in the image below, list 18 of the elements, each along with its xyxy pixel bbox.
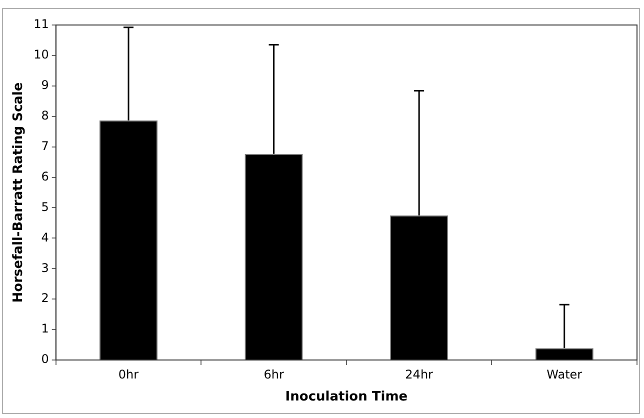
y-tick-label: 0 — [41, 352, 49, 366]
y-tick-label: 11 — [34, 17, 49, 32]
y-tick-label: 6 — [41, 169, 49, 184]
y-axis-title: Horsefall-Barratt Rating Scale — [11, 82, 26, 303]
y-tick-label: 8 — [41, 108, 49, 122]
x-tick-label: 24hr — [405, 367, 434, 382]
y-tick-label: 7 — [41, 138, 49, 153]
y-tick-label: 9 — [41, 78, 49, 92]
x-tick-label: 6hr — [264, 367, 284, 382]
x-tick-label: 0hr — [118, 367, 139, 382]
y-tick-label: 4 — [41, 230, 49, 244]
x-tick-label: Water — [546, 367, 582, 382]
y-tick-label: 3 — [41, 260, 49, 275]
y-tick-label: 5 — [41, 200, 49, 214]
y-tick-label: 10 — [34, 48, 49, 62]
y-tick-label: 2 — [41, 291, 49, 306]
x-axis-title: Inoculation Time — [285, 390, 408, 405]
y-tick-label: 1 — [41, 322, 49, 336]
